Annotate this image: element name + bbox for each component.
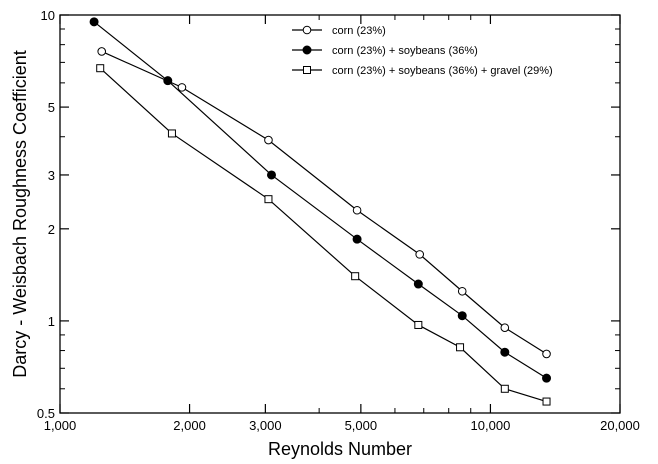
data-point-open-circle	[302, 25, 312, 35]
axis-ticks: 1,000 2,000 3,000 5,000 10,000 20,000 0.5 1 2 3 5 1…	[37, 8, 640, 433]
data-point-filled-circle	[500, 347, 510, 357]
x-tick-label: 3,000	[249, 418, 282, 433]
y-tick-label: 2	[48, 222, 55, 237]
series-1	[97, 47, 551, 359]
x-tick-label: 20,000	[600, 418, 640, 433]
y-axis-title: Darcy - Weisbach Roughness Coefficient	[10, 50, 30, 378]
legend-entry: corn (23%)	[292, 25, 386, 37]
data-point-filled-circle	[163, 76, 173, 86]
data-point-filled-circle	[542, 373, 552, 383]
data-point-filled-circle	[89, 17, 99, 27]
series-line	[101, 50, 547, 355]
data-point-square	[500, 384, 509, 393]
data-point-square	[351, 272, 360, 281]
data-point-open-circle	[415, 250, 425, 259]
data-point-open-circle	[97, 47, 107, 56]
x-tick-label: 2,000	[173, 418, 206, 433]
data-point-square	[542, 397, 551, 406]
series-2	[89, 17, 552, 383]
data-point-square	[414, 320, 423, 329]
series-line	[93, 21, 547, 379]
legend-label: corn (23%)	[332, 25, 386, 37]
data-point-square	[167, 129, 176, 138]
series-3	[96, 64, 551, 406]
legend-entry: corn (23%) + soybeans (36%) + gravel (29…	[292, 65, 553, 77]
data-point-open-circle	[542, 349, 551, 359]
data-point-open-circle	[352, 205, 362, 215]
data-point-filled-circle	[266, 170, 276, 180]
data-point-filled-circle	[413, 279, 423, 289]
data-point-open-circle	[457, 286, 467, 296]
series-layer	[89, 17, 552, 406]
data-point-square	[456, 343, 465, 352]
data-point-open-circle	[177, 83, 187, 92]
y-tick-label: 1	[48, 314, 55, 329]
x-tick-label: 1,000	[44, 418, 77, 433]
legend-label: corn (23%) + soybeans (36%)	[332, 45, 478, 57]
x-tick-label: 10,000	[471, 418, 511, 433]
x-tick-label: 5,000	[345, 418, 378, 433]
y-tick-label: 5	[48, 100, 55, 115]
legend-label: corn (23%) + soybeans (36%) + gravel (29…	[332, 65, 553, 77]
y-tick-label: 3	[48, 168, 55, 183]
y-tick-label: 0.5	[37, 406, 55, 421]
data-point-square	[303, 66, 311, 74]
data-point-square	[96, 64, 105, 73]
data-point-open-circle	[500, 323, 510, 333]
legend-entry: corn (23%) + soybeans (36%)	[292, 45, 478, 57]
data-point-square	[264, 195, 273, 204]
y-tick-label: 10	[41, 8, 55, 23]
data-point-open-circle	[264, 135, 273, 145]
plot-frame	[59, 14, 621, 414]
x-axis-title: Reynolds Number	[268, 439, 412, 459]
data-point-filled-circle	[352, 234, 362, 244]
legend: corn (23%) corn (23%) + soybeans (36%) cor…	[292, 25, 553, 77]
data-point-filled-circle	[302, 45, 312, 55]
data-point-filled-circle	[457, 311, 467, 321]
series-line	[99, 67, 547, 403]
